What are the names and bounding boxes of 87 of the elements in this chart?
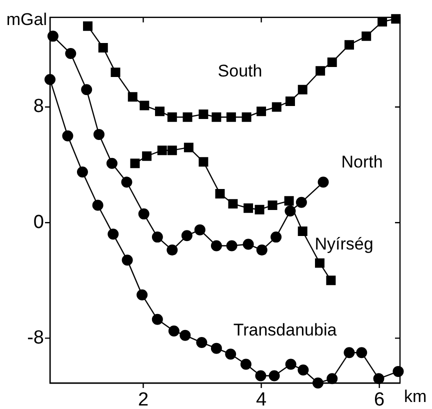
point xyxy=(65,48,76,60)
y-axis-title: mGal xyxy=(6,10,47,30)
point xyxy=(184,142,194,152)
point xyxy=(268,370,280,382)
point xyxy=(62,130,74,142)
point xyxy=(373,373,384,384)
point xyxy=(130,158,140,168)
point xyxy=(167,146,177,156)
point xyxy=(83,21,93,31)
point xyxy=(47,30,58,42)
point xyxy=(212,112,222,122)
point xyxy=(122,254,133,266)
point xyxy=(285,358,296,370)
point xyxy=(81,84,92,96)
point xyxy=(312,378,324,388)
point xyxy=(255,370,266,382)
point xyxy=(142,151,152,161)
point xyxy=(152,314,163,325)
point xyxy=(98,43,108,52)
point xyxy=(198,157,208,167)
x-tick-label: 4 xyxy=(256,390,268,409)
point xyxy=(272,102,282,112)
point xyxy=(210,342,222,354)
point xyxy=(157,146,167,156)
point xyxy=(226,240,238,252)
point xyxy=(168,325,180,336)
point xyxy=(285,96,295,106)
point xyxy=(108,228,119,240)
point xyxy=(326,373,338,384)
point xyxy=(182,112,192,122)
point xyxy=(254,204,264,214)
point xyxy=(344,40,354,50)
point xyxy=(362,31,372,41)
point xyxy=(356,347,368,358)
point xyxy=(226,112,236,122)
series-label: South xyxy=(218,62,262,81)
point xyxy=(93,128,104,140)
point xyxy=(298,364,309,376)
point xyxy=(326,276,336,286)
point xyxy=(344,347,355,358)
y-tick-label: 0 xyxy=(33,212,44,233)
point xyxy=(256,106,266,116)
point xyxy=(225,348,236,360)
series-label: Transdanubia xyxy=(233,320,338,340)
point xyxy=(121,176,132,188)
point xyxy=(244,203,254,213)
point xyxy=(180,330,191,341)
point xyxy=(215,188,225,198)
point xyxy=(181,230,192,242)
x-axis-title: km xyxy=(404,387,427,406)
point xyxy=(298,84,308,94)
point xyxy=(316,66,326,76)
point xyxy=(270,232,282,243)
point xyxy=(242,112,252,122)
point xyxy=(318,176,329,188)
point xyxy=(296,196,307,208)
point xyxy=(136,289,148,300)
point xyxy=(298,226,308,236)
point xyxy=(228,199,238,209)
point xyxy=(284,196,294,206)
y-tick-label: 8 xyxy=(33,96,44,118)
y-tick-label: -8 xyxy=(27,327,44,348)
point xyxy=(152,232,163,243)
point xyxy=(138,208,150,220)
point xyxy=(327,57,337,67)
point xyxy=(128,92,138,102)
point xyxy=(256,244,268,256)
point xyxy=(106,158,118,169)
point xyxy=(110,68,120,78)
point xyxy=(240,358,252,370)
point xyxy=(76,166,88,178)
point xyxy=(140,100,150,110)
point xyxy=(196,337,208,348)
point xyxy=(314,258,324,268)
series-label: Nyírség xyxy=(314,234,374,254)
point xyxy=(166,244,178,256)
point xyxy=(210,240,222,252)
x-tick-label: 6 xyxy=(374,390,385,409)
series-label: North xyxy=(341,152,383,172)
point xyxy=(268,200,278,210)
point xyxy=(198,109,208,119)
x-tick-label: 2 xyxy=(138,390,149,409)
point xyxy=(167,112,177,122)
point xyxy=(92,200,104,211)
point xyxy=(155,106,165,116)
point xyxy=(194,224,206,236)
point xyxy=(242,238,254,250)
